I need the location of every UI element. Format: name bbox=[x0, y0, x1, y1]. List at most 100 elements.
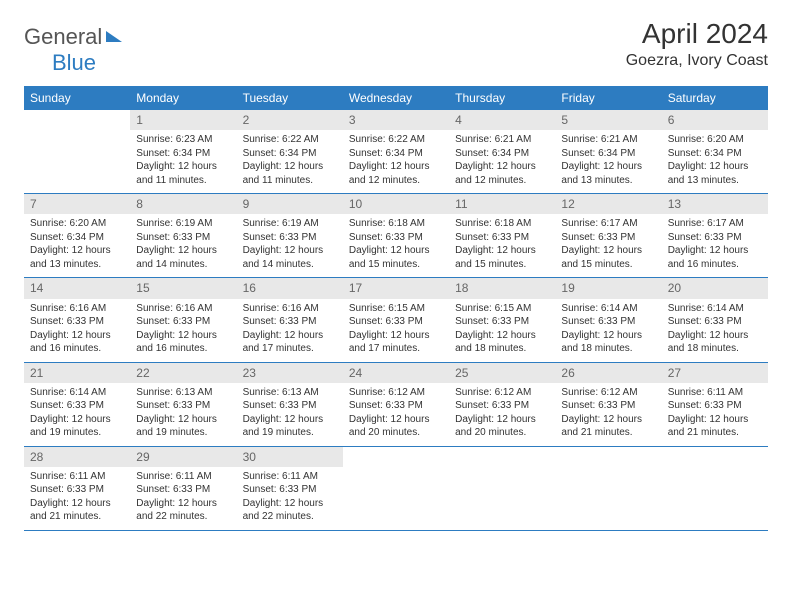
calendar-table: SundayMondayTuesdayWednesdayThursdayFrid… bbox=[24, 86, 768, 531]
day-info: Sunrise: 6:17 AMSunset: 6:33 PMDaylight:… bbox=[662, 214, 768, 277]
calendar-day-cell: 19Sunrise: 6:14 AMSunset: 6:33 PMDayligh… bbox=[555, 278, 661, 362]
calendar-day-cell: 4Sunrise: 6:21 AMSunset: 6:34 PMDaylight… bbox=[449, 110, 555, 194]
day-number: 25 bbox=[449, 363, 555, 383]
day-number: 18 bbox=[449, 278, 555, 298]
calendar-day-cell: 17Sunrise: 6:15 AMSunset: 6:33 PMDayligh… bbox=[343, 278, 449, 362]
calendar-week-row: 14Sunrise: 6:16 AMSunset: 6:33 PMDayligh… bbox=[24, 278, 768, 362]
day-info: Sunrise: 6:14 AMSunset: 6:33 PMDaylight:… bbox=[24, 383, 130, 446]
day-number: 14 bbox=[24, 278, 130, 298]
day-number: 30 bbox=[237, 447, 343, 467]
logo-triangle-icon bbox=[106, 31, 122, 42]
day-info: Sunrise: 6:14 AMSunset: 6:33 PMDaylight:… bbox=[662, 299, 768, 362]
day-header: Monday bbox=[130, 86, 236, 110]
logo-word-1: General bbox=[24, 24, 102, 50]
day-number: 13 bbox=[662, 194, 768, 214]
day-number: 7 bbox=[24, 194, 130, 214]
calendar-page: General April 2024 Goezra, Ivory Coast B… bbox=[0, 0, 792, 541]
calendar-day-cell: 10Sunrise: 6:18 AMSunset: 6:33 PMDayligh… bbox=[343, 194, 449, 278]
day-info: Sunrise: 6:18 AMSunset: 6:33 PMDaylight:… bbox=[343, 214, 449, 277]
day-number: 12 bbox=[555, 194, 661, 214]
day-number: 4 bbox=[449, 110, 555, 130]
calendar-week-row: 7Sunrise: 6:20 AMSunset: 6:34 PMDaylight… bbox=[24, 194, 768, 278]
day-info: Sunrise: 6:19 AMSunset: 6:33 PMDaylight:… bbox=[237, 214, 343, 277]
logo-word-2: Blue bbox=[52, 50, 96, 75]
day-info: Sunrise: 6:23 AMSunset: 6:34 PMDaylight:… bbox=[130, 130, 236, 193]
day-info: Sunrise: 6:15 AMSunset: 6:33 PMDaylight:… bbox=[343, 299, 449, 362]
calendar-day-cell bbox=[555, 446, 661, 530]
day-number: 5 bbox=[555, 110, 661, 130]
day-number: 1 bbox=[130, 110, 236, 130]
day-info: Sunrise: 6:22 AMSunset: 6:34 PMDaylight:… bbox=[343, 130, 449, 193]
calendar-day-cell: 9Sunrise: 6:19 AMSunset: 6:33 PMDaylight… bbox=[237, 194, 343, 278]
day-info: Sunrise: 6:15 AMSunset: 6:33 PMDaylight:… bbox=[449, 299, 555, 362]
calendar-day-cell: 5Sunrise: 6:21 AMSunset: 6:34 PMDaylight… bbox=[555, 110, 661, 194]
day-number: 11 bbox=[449, 194, 555, 214]
day-info: Sunrise: 6:20 AMSunset: 6:34 PMDaylight:… bbox=[662, 130, 768, 193]
calendar-day-cell: 18Sunrise: 6:15 AMSunset: 6:33 PMDayligh… bbox=[449, 278, 555, 362]
month-title: April 2024 bbox=[626, 18, 768, 50]
day-info: Sunrise: 6:17 AMSunset: 6:33 PMDaylight:… bbox=[555, 214, 661, 277]
calendar-day-cell: 16Sunrise: 6:16 AMSunset: 6:33 PMDayligh… bbox=[237, 278, 343, 362]
calendar-day-cell: 23Sunrise: 6:13 AMSunset: 6:33 PMDayligh… bbox=[237, 362, 343, 446]
day-header: Wednesday bbox=[343, 86, 449, 110]
calendar-day-cell: 3Sunrise: 6:22 AMSunset: 6:34 PMDaylight… bbox=[343, 110, 449, 194]
title-block: April 2024 Goezra, Ivory Coast bbox=[626, 18, 768, 70]
day-number: 20 bbox=[662, 278, 768, 298]
calendar-day-cell bbox=[662, 446, 768, 530]
calendar-day-cell bbox=[24, 110, 130, 194]
day-info: Sunrise: 6:14 AMSunset: 6:33 PMDaylight:… bbox=[555, 299, 661, 362]
calendar-day-cell: 27Sunrise: 6:11 AMSunset: 6:33 PMDayligh… bbox=[662, 362, 768, 446]
day-header: Friday bbox=[555, 86, 661, 110]
day-info: Sunrise: 6:16 AMSunset: 6:33 PMDaylight:… bbox=[237, 299, 343, 362]
day-header: Tuesday bbox=[237, 86, 343, 110]
calendar-day-cell: 13Sunrise: 6:17 AMSunset: 6:33 PMDayligh… bbox=[662, 194, 768, 278]
calendar-day-cell: 25Sunrise: 6:12 AMSunset: 6:33 PMDayligh… bbox=[449, 362, 555, 446]
day-info: Sunrise: 6:12 AMSunset: 6:33 PMDaylight:… bbox=[449, 383, 555, 446]
calendar-day-cell: 28Sunrise: 6:11 AMSunset: 6:33 PMDayligh… bbox=[24, 446, 130, 530]
day-number: 29 bbox=[130, 447, 236, 467]
calendar-day-cell bbox=[343, 446, 449, 530]
day-info: Sunrise: 6:16 AMSunset: 6:33 PMDaylight:… bbox=[130, 299, 236, 362]
calendar-day-cell: 20Sunrise: 6:14 AMSunset: 6:33 PMDayligh… bbox=[662, 278, 768, 362]
day-number: 28 bbox=[24, 447, 130, 467]
calendar-day-cell: 11Sunrise: 6:18 AMSunset: 6:33 PMDayligh… bbox=[449, 194, 555, 278]
day-number: 8 bbox=[130, 194, 236, 214]
day-number: 19 bbox=[555, 278, 661, 298]
location-label: Goezra, Ivory Coast bbox=[626, 52, 768, 70]
day-header: Sunday bbox=[24, 86, 130, 110]
day-number: 2 bbox=[237, 110, 343, 130]
day-info: Sunrise: 6:13 AMSunset: 6:33 PMDaylight:… bbox=[237, 383, 343, 446]
calendar-day-cell: 29Sunrise: 6:11 AMSunset: 6:33 PMDayligh… bbox=[130, 446, 236, 530]
day-info: Sunrise: 6:13 AMSunset: 6:33 PMDaylight:… bbox=[130, 383, 236, 446]
calendar-day-cell: 12Sunrise: 6:17 AMSunset: 6:33 PMDayligh… bbox=[555, 194, 661, 278]
day-number: 24 bbox=[343, 363, 449, 383]
day-info: Sunrise: 6:20 AMSunset: 6:34 PMDaylight:… bbox=[24, 214, 130, 277]
calendar-day-cell: 22Sunrise: 6:13 AMSunset: 6:33 PMDayligh… bbox=[130, 362, 236, 446]
calendar-day-cell bbox=[449, 446, 555, 530]
day-number: 17 bbox=[343, 278, 449, 298]
day-info: Sunrise: 6:11 AMSunset: 6:33 PMDaylight:… bbox=[130, 467, 236, 530]
calendar-week-row: 21Sunrise: 6:14 AMSunset: 6:33 PMDayligh… bbox=[24, 362, 768, 446]
day-number: 3 bbox=[343, 110, 449, 130]
day-info: Sunrise: 6:11 AMSunset: 6:33 PMDaylight:… bbox=[24, 467, 130, 530]
day-info: Sunrise: 6:12 AMSunset: 6:33 PMDaylight:… bbox=[555, 383, 661, 446]
day-number: 15 bbox=[130, 278, 236, 298]
day-info: Sunrise: 6:19 AMSunset: 6:33 PMDaylight:… bbox=[130, 214, 236, 277]
calendar-day-cell: 6Sunrise: 6:20 AMSunset: 6:34 PMDaylight… bbox=[662, 110, 768, 194]
logo: General bbox=[24, 24, 124, 50]
day-info: Sunrise: 6:11 AMSunset: 6:33 PMDaylight:… bbox=[237, 467, 343, 530]
calendar-day-cell: 21Sunrise: 6:14 AMSunset: 6:33 PMDayligh… bbox=[24, 362, 130, 446]
day-number: 9 bbox=[237, 194, 343, 214]
calendar-body: 1Sunrise: 6:23 AMSunset: 6:34 PMDaylight… bbox=[24, 110, 768, 530]
calendar-day-cell: 24Sunrise: 6:12 AMSunset: 6:33 PMDayligh… bbox=[343, 362, 449, 446]
day-header: Thursday bbox=[449, 86, 555, 110]
day-number: 22 bbox=[130, 363, 236, 383]
calendar-day-cell: 15Sunrise: 6:16 AMSunset: 6:33 PMDayligh… bbox=[130, 278, 236, 362]
day-header: Saturday bbox=[662, 86, 768, 110]
calendar-header-row: SundayMondayTuesdayWednesdayThursdayFrid… bbox=[24, 86, 768, 110]
day-number: 26 bbox=[555, 363, 661, 383]
calendar-day-cell: 26Sunrise: 6:12 AMSunset: 6:33 PMDayligh… bbox=[555, 362, 661, 446]
calendar-day-cell: 1Sunrise: 6:23 AMSunset: 6:34 PMDaylight… bbox=[130, 110, 236, 194]
calendar-day-cell: 8Sunrise: 6:19 AMSunset: 6:33 PMDaylight… bbox=[130, 194, 236, 278]
calendar-day-cell: 7Sunrise: 6:20 AMSunset: 6:34 PMDaylight… bbox=[24, 194, 130, 278]
